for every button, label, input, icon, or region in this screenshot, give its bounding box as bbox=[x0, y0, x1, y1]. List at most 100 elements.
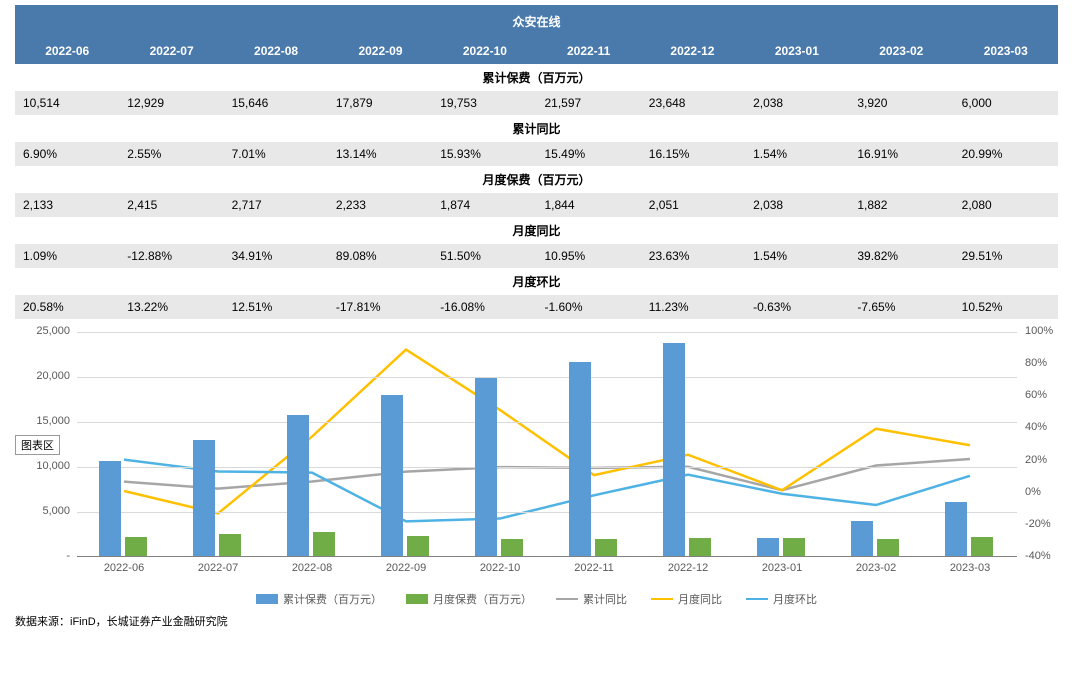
data-cell: 7.01% bbox=[224, 142, 328, 166]
data-cell: 20.99% bbox=[954, 142, 1058, 166]
data-cell: 6,000 bbox=[954, 91, 1058, 115]
x-tick: 2022-09 bbox=[386, 562, 426, 574]
data-cell: 2.55% bbox=[119, 142, 223, 166]
legend-item: 累计同比 bbox=[556, 591, 627, 607]
data-table: 众安在线 2022-062022-072022-082022-092022-10… bbox=[15, 5, 1058, 64]
legend-item: 月度同比 bbox=[651, 591, 722, 607]
legend-swatch bbox=[556, 598, 578, 600]
data-cell: 39.82% bbox=[849, 244, 953, 268]
lines-overlay bbox=[77, 332, 1017, 557]
y-left-tick: 20,000 bbox=[22, 370, 70, 382]
data-cell: 2,133 bbox=[15, 193, 119, 217]
chart-line bbox=[124, 350, 970, 514]
period-header: 2022-07 bbox=[119, 38, 223, 64]
legend-item: 累计保费（百万元） bbox=[256, 591, 382, 607]
source-label: 数据来源：iFinD，长城证券产业金融研究院 bbox=[15, 613, 1058, 629]
data-cell: 10.95% bbox=[536, 244, 640, 268]
x-tick: 2023-03 bbox=[950, 562, 990, 574]
data-cell: -17.81% bbox=[328, 295, 432, 319]
data-cell: 12,929 bbox=[119, 91, 223, 115]
data-cell: 1.54% bbox=[745, 142, 849, 166]
legend: 累计保费（百万元） 月度保费（百万元） 累计同比 月度同比 月度环比 bbox=[15, 591, 1058, 607]
period-header: 2022-12 bbox=[640, 38, 744, 64]
data-cell: -1.60% bbox=[536, 295, 640, 319]
data-cell: 6.90% bbox=[15, 142, 119, 166]
y-right-tick: 0% bbox=[1025, 486, 1041, 498]
y-right-tick: 100% bbox=[1025, 325, 1053, 337]
data-cell: 17,879 bbox=[328, 91, 432, 115]
period-header: 2022-11 bbox=[537, 38, 640, 64]
legend-item: 月度环比 bbox=[746, 591, 817, 607]
x-tick: 2023-01 bbox=[762, 562, 802, 574]
data-cell: 2,038 bbox=[745, 91, 849, 115]
y-right-tick: 80% bbox=[1025, 357, 1047, 369]
bar bbox=[689, 538, 711, 556]
y-left-tick: 5,000 bbox=[22, 505, 70, 517]
data-cell: 2,415 bbox=[119, 193, 223, 217]
data-cell: 15,646 bbox=[224, 91, 328, 115]
data-cell: 21,597 bbox=[536, 91, 640, 115]
period-header: 2022-06 bbox=[15, 38, 119, 64]
chart-area: 图表区 -5,00010,00015,00020,00025,000-40%-2… bbox=[15, 327, 1058, 607]
x-tick: 2022-10 bbox=[480, 562, 520, 574]
bar bbox=[595, 539, 617, 556]
data-cell: 3,920 bbox=[849, 91, 953, 115]
bar bbox=[501, 539, 523, 556]
data-cell: 13.14% bbox=[328, 142, 432, 166]
data-cell: 34.91% bbox=[224, 244, 328, 268]
data-body: 累计保费（百万元）10,51412,92915,64617,87919,7532… bbox=[15, 64, 1058, 319]
bar bbox=[783, 538, 805, 556]
data-cell: 2,038 bbox=[745, 193, 849, 217]
bar bbox=[971, 537, 993, 556]
data-cell: 29.51% bbox=[954, 244, 1058, 268]
y-left-tick: 10,000 bbox=[22, 460, 70, 472]
data-cell: 23.63% bbox=[641, 244, 745, 268]
bar bbox=[219, 534, 241, 556]
y-left-tick: - bbox=[22, 550, 70, 562]
data-cell: 11.23% bbox=[641, 295, 745, 319]
data-cell: 1.54% bbox=[745, 244, 849, 268]
data-cell: -0.63% bbox=[745, 295, 849, 319]
section-header: 月度环比 bbox=[15, 268, 1058, 295]
data-cell: 16.91% bbox=[849, 142, 953, 166]
bar bbox=[569, 362, 591, 556]
bar bbox=[381, 395, 403, 556]
table-title: 众安在线 bbox=[15, 5, 1058, 38]
bar bbox=[851, 521, 873, 556]
x-tick: 2022-07 bbox=[198, 562, 238, 574]
period-header: 2023-01 bbox=[745, 38, 849, 64]
period-header: 2022-08 bbox=[224, 38, 328, 64]
data-cell: 13.22% bbox=[119, 295, 223, 319]
legend-label: 月度环比 bbox=[773, 591, 817, 607]
data-cell: 1.09% bbox=[15, 244, 119, 268]
x-tick: 2022-11 bbox=[574, 562, 614, 574]
bar bbox=[475, 378, 497, 556]
x-tick: 2022-06 bbox=[104, 562, 144, 574]
y-left-tick: 15,000 bbox=[22, 415, 70, 427]
data-cell: 89.08% bbox=[328, 244, 432, 268]
chart-badge: 图表区 bbox=[15, 435, 60, 455]
data-cell: 2,717 bbox=[224, 193, 328, 217]
data-cell: 19,753 bbox=[432, 91, 536, 115]
data-cell: 16.15% bbox=[641, 142, 745, 166]
period-header: 2023-03 bbox=[953, 38, 1058, 64]
legend-label: 月度同比 bbox=[678, 591, 722, 607]
x-tick: 2022-08 bbox=[292, 562, 332, 574]
legend-swatch bbox=[406, 594, 428, 604]
bar bbox=[99, 461, 121, 556]
y-right-tick: 40% bbox=[1025, 421, 1047, 433]
data-cell: 1,874 bbox=[432, 193, 536, 217]
section-header: 累计同比 bbox=[15, 115, 1058, 142]
data-cell: 23,648 bbox=[641, 91, 745, 115]
bar bbox=[945, 502, 967, 556]
bar bbox=[193, 440, 215, 556]
bar bbox=[313, 532, 335, 556]
x-tick: 2023-02 bbox=[856, 562, 896, 574]
legend-item: 月度保费（百万元） bbox=[406, 591, 532, 607]
x-tick: 2022-12 bbox=[668, 562, 708, 574]
section-header: 月度保费（百万元） bbox=[15, 166, 1058, 193]
data-cell: 2,233 bbox=[328, 193, 432, 217]
legend-swatch bbox=[651, 598, 673, 600]
y-right-tick: 20% bbox=[1025, 454, 1047, 466]
section-header: 累计保费（百万元） bbox=[15, 64, 1058, 91]
